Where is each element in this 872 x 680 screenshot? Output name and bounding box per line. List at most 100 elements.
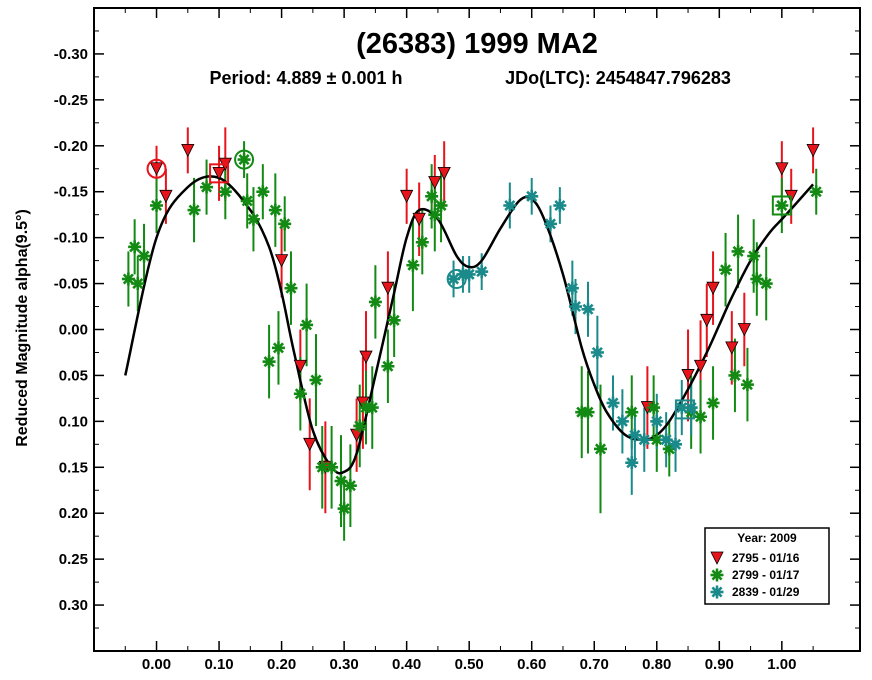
- data-point-asterisk: [650, 414, 664, 428]
- data-point-asterisk: [365, 401, 379, 415]
- data-point-asterisk: [615, 414, 629, 428]
- data-point-asterisk: [447, 272, 461, 286]
- data-point-asterisk: [706, 396, 720, 410]
- data-point-asterisk: [740, 378, 754, 392]
- y-axis-label: Reduced Magnitude alpha(9.5°): [14, 209, 31, 447]
- legend-marker-asterisk: [710, 568, 724, 582]
- legend: Year: 2009 2795 - 01/16 2799 - 01/17 2839 …: [704, 527, 830, 605]
- y-tick-label: 0.20: [59, 505, 88, 522]
- data-point-asterisk: [353, 419, 367, 433]
- legend-label: 2795 - 01/16: [732, 551, 800, 565]
- data-point-asterisk: [425, 189, 439, 203]
- data-point-asterisk: [278, 217, 292, 231]
- x-axis: 0.00 0.10 0.20 0.30 0.40 0.50 0.60 0.70 0.80 0.90…: [124, 8, 814, 673]
- chart-subtitle-epoch: JDo(LTC): 2454847.796283: [505, 68, 731, 88]
- data-point-asterisk: [669, 437, 683, 451]
- data-point-asterisk: [503, 198, 517, 212]
- x-tick-label: 0.00: [142, 656, 171, 673]
- legend-items: 2795 - 01/16 2799 - 01/17 2839 - 01/29: [710, 551, 800, 599]
- y-tick-label: 0.00: [59, 322, 88, 339]
- data-point-asterisk: [121, 272, 135, 286]
- data-point-asterisk: [659, 433, 673, 447]
- data-point-asterisk: [150, 198, 164, 212]
- data-point-asterisk: [381, 359, 395, 373]
- data-point-asterisk: [525, 189, 539, 203]
- data-point-asterisk: [128, 240, 142, 254]
- data-point-asterisk: [637, 433, 651, 447]
- x-tick-label: 1.00: [767, 656, 796, 673]
- data-point-asterisk: [246, 212, 260, 226]
- data-point-asterisk: [568, 300, 582, 314]
- y-tick-label: -0.20: [54, 138, 88, 155]
- data-point-asterisk: [543, 217, 557, 231]
- data-point-asterisk: [240, 194, 254, 208]
- y-tick-label: 0.30: [59, 597, 88, 614]
- data-point-asterisk: [200, 180, 214, 194]
- legend-label: 2839 - 01/29: [732, 585, 800, 599]
- data-point-asterisk: [565, 281, 579, 295]
- data-point-asterisk: [694, 410, 708, 424]
- data-point-asterisk: [218, 185, 232, 199]
- y-tick-label: -0.05: [54, 276, 88, 293]
- x-tick-label: 0.60: [517, 656, 546, 673]
- data-point-triangle: [437, 166, 451, 181]
- data-point-asterisk: [593, 442, 607, 456]
- data-point-asterisk: [387, 313, 401, 327]
- data-point-triangle: [806, 143, 820, 158]
- data-point-asterisk: [625, 405, 639, 419]
- y-tick-label: -0.30: [54, 46, 88, 63]
- data-point-triangle: [381, 281, 395, 296]
- highlight-square: [674, 399, 695, 420]
- data-point-asterisk: [325, 460, 339, 474]
- legend-marker-triangle: [710, 551, 724, 565]
- x-tick-label: 0.20: [267, 656, 296, 673]
- data-point-asterisk: [309, 373, 323, 387]
- data-point-asterisk: [300, 318, 314, 332]
- data-point-asterisk: [415, 235, 429, 249]
- y-tick-label: -0.15: [54, 184, 88, 201]
- data-point-triangle: [706, 281, 720, 296]
- data-point-triangle: [181, 143, 195, 158]
- legend-title: Year: 2009: [737, 531, 797, 545]
- data-point-triangle: [293, 359, 307, 374]
- y-tick-label: -0.25: [54, 92, 88, 109]
- legend-box: [704, 527, 830, 605]
- highlight-markers: [146, 149, 792, 420]
- data-point-asterisk: [628, 428, 642, 442]
- data-point-asterisk: [137, 249, 151, 263]
- data-point-asterisk: [731, 244, 745, 258]
- data-point-asterisk: [428, 208, 442, 222]
- y-axis: -0.30 -0.25 -0.20 -0.15 -0.10 -0.05 0.00 0.05 0.…: [54, 30, 860, 629]
- data-point-asterisk: [647, 401, 661, 415]
- highlight-square: [771, 195, 792, 216]
- highlight-square: [209, 163, 230, 184]
- data-point-triangle: [359, 350, 373, 364]
- x-tick-label: 0.70: [580, 656, 609, 673]
- data-point-asterisk: [747, 249, 761, 263]
- highlight-circle: [234, 149, 255, 170]
- data-point-triangle: [400, 189, 414, 204]
- data-point-asterisk: [475, 265, 489, 279]
- legend-marker-asterisk: [710, 585, 724, 599]
- data-point-asterisk: [590, 345, 604, 359]
- data-point-asterisk: [343, 479, 357, 493]
- y-tick-label: -0.10: [54, 230, 88, 247]
- data-point-asterisk: [406, 258, 420, 272]
- data-point-asterisk: [271, 341, 285, 355]
- data-point-triangle: [159, 189, 173, 204]
- data-point-asterisk: [606, 396, 620, 410]
- data-point-asterisk: [237, 153, 251, 167]
- chart-title: (26383) 1999 MA2: [356, 28, 598, 60]
- legend-label: 2799 - 01/17: [732, 568, 800, 582]
- data-point-triangle: [737, 323, 751, 337]
- y-tick-label: 0.15: [59, 459, 88, 476]
- data-point-asterisk: [809, 185, 823, 199]
- chart-subtitle-period: Period: 4.889 ± 0.001 h: [210, 68, 403, 88]
- x-tick-label: 0.10: [204, 656, 233, 673]
- data-point-triangle: [412, 212, 426, 227]
- data-point-triangle: [700, 313, 714, 328]
- fourier-fit-curve: [124, 175, 815, 475]
- data-point-asterisk: [581, 405, 595, 419]
- data-point-asterisk: [268, 203, 282, 217]
- highlight-circle: [446, 268, 467, 289]
